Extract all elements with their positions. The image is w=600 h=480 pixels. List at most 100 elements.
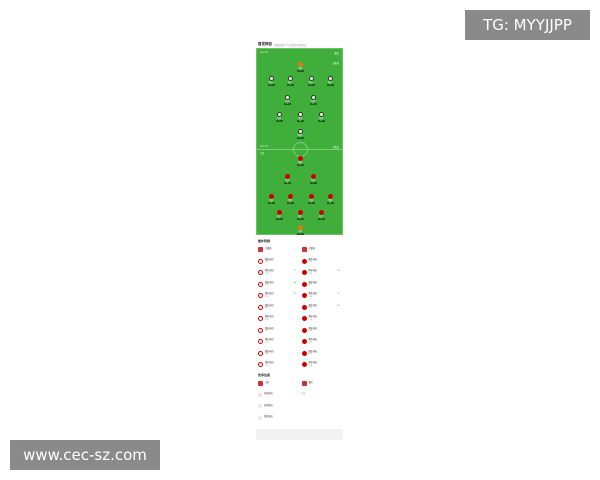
substitute-item[interactable]: 替补球员 后卫 62' [256,290,300,302]
player-marker[interactable]: 中场 6 [278,95,296,105]
shirt-icon [284,95,290,100]
player-name: 后卫 [318,216,323,218]
player-name: 前锋 [297,135,302,137]
injury-item[interactable]: 伤停球员 [256,389,300,401]
player-marker[interactable]: 后卫 2 [262,76,280,86]
substitute-item[interactable]: 替补球员 门将 [300,313,344,325]
player-marker[interactable]: 后卫 5 [291,210,309,220]
injury-item[interactable]: 伤停球员 [256,401,300,413]
substitute-item[interactable]: 替补球员 后卫 [256,325,300,337]
injury-team-away: 客队 [300,378,344,390]
substitute-item[interactable]: 替补球员 中场 [300,359,344,371]
player-position: 中场 [265,272,269,275]
player-marker[interactable]: 后卫 5 [302,76,320,86]
jersey-icon [301,339,307,345]
sub-time: 80' [337,270,340,272]
team-badge-icon [258,380,263,386]
player-marker[interactable]: 中场 7 [270,112,288,122]
player-position: 前锋 [308,284,313,287]
substitute-item[interactable]: 替补球员 中场 75' [256,267,300,279]
substitute-item[interactable]: 替补球员 后卫 [300,336,344,348]
player-number: 5 [307,84,315,86]
player-name: 替补球员 [265,349,274,353]
substitute-item[interactable]: 替补球员 门将 [256,336,300,348]
player-number: 8 [309,103,317,105]
substitute-item[interactable]: 替补球员 前锋 [256,348,300,360]
substitute-item[interactable]: 替补球员 后卫 85' [300,302,344,314]
player-number: 11 [267,202,275,204]
no-injuries: 暂无 [301,392,306,396]
coach-item[interactable]: 主教练 [256,244,300,256]
player-marker[interactable]: 前锋 9 [291,156,309,166]
player-position: 门将 [265,341,269,344]
substitute-item[interactable]: 替补球员 前锋 [300,279,344,291]
player-name: 替补球员 [265,326,274,330]
player-name: 替补球员 [308,257,318,261]
injured-player: 伤停球员 [264,392,273,396]
substitute-item[interactable]: 替补球员 门将 [256,359,300,371]
player-marker[interactable]: 后卫 4 [281,76,299,86]
substitutes-title: 替补阵容 [258,239,271,243]
substitute-item[interactable]: 替补球员 中场 68' [256,279,300,291]
substitute-item[interactable]: 替补球员 前锋 [300,348,344,360]
player-marker[interactable]: 中场 14 [321,194,339,204]
player-marker[interactable]: 中场 6 [302,194,320,204]
substitute-row: 替补球员 门将 替补球员 后卫 [256,336,343,348]
player-marker[interactable]: 后卫 2 [270,210,288,220]
player-position: 前锋 [308,353,313,356]
player-name: 替补球员 [308,280,318,284]
player-name: 后卫 [287,82,292,84]
jersey-icon [258,270,263,276]
jersey-icon [258,350,263,356]
injury-item[interactable]: 伤停球员 [256,412,300,424]
player-number: 10 [296,120,304,122]
player-marker[interactable]: 中场 8 [281,194,299,204]
player-marker[interactable]: 后卫 3 [321,76,339,86]
shirt-icon [276,210,282,215]
player-number: 7 [309,182,317,184]
player-name: 替补球员 [308,326,318,330]
player-number: 5 [296,218,304,220]
shirt-icon [327,194,333,199]
player-marker[interactable]: 中场 11 [262,194,280,204]
injury-icon [258,392,262,397]
player-name: 替补球员 [265,292,274,296]
player-marker[interactable]: 中场 7 [304,174,322,184]
substitute-item[interactable]: 替补球员 中场 [300,325,344,337]
substitute-item[interactable]: 替补球员 后卫 [256,256,300,268]
substitute-item[interactable]: 替补球员 中场 [256,313,300,325]
substitute-item[interactable]: 替补球员 后卫 [300,256,344,268]
substitute-item[interactable]: 替补球员 前锋 [256,302,300,314]
player-marker[interactable]: 前锋 9 [291,129,309,139]
player-name: 替补球员 [265,338,274,342]
player-position: 后卫 [308,307,313,310]
coach-item[interactable]: 主教练 [300,244,344,256]
sub-time: 85' [337,304,340,307]
watermark-bottom: www.cec-sz.com [10,440,160,470]
substitute-item[interactable]: 替补球员 中场 80' [300,267,344,279]
player-number: 1 [296,233,304,235]
shirt-icon [268,194,274,199]
player-marker[interactable]: 门将 1 [291,225,309,235]
player-name: 替补球员 [265,315,274,319]
team-badge-icon [258,247,263,253]
player-number: 3 [317,218,325,220]
injuries-title: 伤停信息 [258,372,271,377]
lineup-subtitle: 开赛前两个小时更新首发阵容 [274,43,307,47]
watermark-top: TG: MYYJJPP [465,10,590,40]
player-marker[interactable]: 中场 10 [278,174,296,184]
player-marker[interactable]: 中场 8 [304,95,322,105]
player-marker[interactable]: 中场 10 [291,112,309,122]
player-number: 6 [307,202,315,204]
substitute-row: 替补球员 前锋 替补球员 前锋 [256,348,343,360]
substitute-item[interactable]: 替补球员 中场 70' [300,290,344,302]
player-position: 后卫 [265,261,269,264]
player-name: 中场 [297,118,302,120]
pitch: 4-2-3-1 客队 主教练 4-2-3-1 主教练 主队 门将 1 后卫 2 … [256,48,343,235]
player-marker[interactable]: 后卫 3 [312,210,330,220]
player-position: 中场 [308,330,313,333]
jersey-icon [301,350,307,356]
player-position: 中场 [308,295,313,298]
player-marker[interactable]: 中场 11 [312,112,330,122]
player-marker[interactable]: 门将 1 [291,62,309,72]
